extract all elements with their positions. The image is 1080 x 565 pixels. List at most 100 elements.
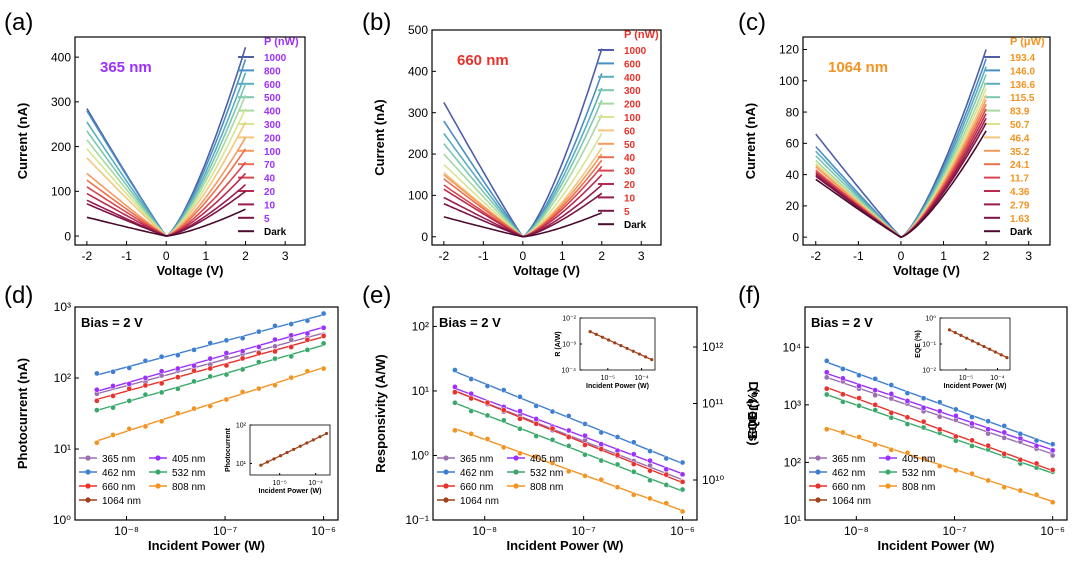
inset-data-point: [278, 454, 283, 458]
legend-marker: [885, 469, 891, 475]
y-tick-label: 400: [408, 65, 428, 79]
legend-label: 24.1: [1010, 160, 1030, 171]
data-point: [191, 346, 197, 353]
legend-label: 60: [624, 126, 636, 137]
legend-label: 193.4: [1010, 53, 1035, 64]
data-point: [239, 389, 246, 395]
y-axis-label: Current (nA): [15, 103, 30, 180]
data-point: [888, 391, 895, 397]
data-point: [872, 392, 879, 399]
panel-label: (f): [738, 282, 761, 309]
inset-data-point: [643, 355, 648, 359]
legend-marker: [443, 497, 449, 503]
legend-label: 660 nm: [460, 482, 493, 493]
data-point: [304, 368, 311, 375]
inset-x-axis-label: Incident Power (W): [944, 383, 1007, 390]
data-point: [191, 362, 197, 369]
data-point: [468, 390, 475, 397]
inset-data-point: [999, 353, 1003, 357]
legend-label: 405 nm: [902, 454, 935, 465]
panel-label: (a): [4, 9, 33, 36]
data-point: [598, 429, 605, 436]
inset-data-point: [625, 346, 629, 351]
legend-label: 200: [264, 133, 281, 144]
series-line: [86, 208, 246, 237]
data-point: [679, 508, 686, 515]
x-tick-label: 2: [598, 249, 605, 263]
legend-marker: [85, 483, 91, 489]
data-point: [126, 365, 133, 371]
data-point: [191, 405, 197, 412]
x-tick-label: 10⁻⁸: [472, 524, 497, 538]
legend-label: 100: [624, 113, 641, 124]
data-point: [174, 374, 181, 381]
y-tick-label: 100: [408, 189, 428, 203]
legend-marker: [815, 469, 821, 475]
data-point: [872, 401, 879, 408]
inset-data-point: [953, 331, 957, 335]
legend-label: 5: [624, 207, 630, 218]
data-point: [255, 359, 262, 366]
inset-data-point: [959, 333, 963, 338]
legend-marker: [513, 483, 519, 489]
data-point: [452, 427, 458, 434]
series-line: [443, 48, 603, 238]
data-point: [468, 395, 475, 402]
data-point: [239, 335, 246, 341]
data-point: [272, 343, 278, 350]
inset-x-tick-label: 10⁻⁵: [959, 375, 973, 382]
inset-data-point: [285, 450, 289, 455]
data-point: [663, 455, 670, 462]
data-point: [904, 398, 911, 404]
inset-y-axis-label: Photocurrent: [225, 427, 232, 472]
legend-marker: [155, 483, 161, 489]
legend-label: 462 nm: [460, 468, 493, 479]
data-point: [679, 459, 686, 466]
x-tick-label: 10⁻⁷: [213, 524, 237, 538]
series-line: [86, 137, 247, 237]
data-point: [94, 386, 100, 393]
data-point: [823, 391, 830, 398]
inset-data-point: [318, 435, 322, 439]
legend-marker: [443, 455, 449, 461]
y-tick-label: 400: [51, 50, 71, 64]
inset-data-point: [311, 438, 315, 442]
data-point: [142, 357, 149, 364]
data-point: [904, 450, 911, 456]
data-point: [468, 376, 475, 382]
series-line: [443, 73, 603, 238]
data-point: [142, 382, 149, 389]
data-point: [533, 403, 540, 409]
data-point: [823, 358, 830, 364]
y-tick-label: 10⁴: [782, 340, 801, 354]
data-point: [856, 383, 862, 389]
inset-data-point: [976, 342, 980, 346]
legend-label: 405 nm: [172, 454, 205, 465]
legend-label: 10: [624, 193, 636, 204]
data-point: [468, 408, 475, 414]
legend-label: 600: [264, 80, 281, 91]
legend-marker: [85, 469, 91, 475]
legend-label: 462 nm: [832, 468, 865, 479]
data-point: [872, 387, 879, 393]
y-tick-label: 500: [408, 23, 428, 37]
series-line: [443, 211, 603, 238]
data-point: [288, 321, 295, 327]
data-point: [158, 353, 165, 360]
data-point: [517, 393, 523, 400]
y-tick-label: 300: [408, 106, 428, 120]
legend-label: 600: [624, 59, 641, 70]
inset-y-tick-label: 10⁻³: [562, 341, 576, 348]
x-tick-label: 1: [559, 249, 566, 263]
data-point: [1049, 467, 1056, 473]
y-tick-label: 10²: [54, 371, 71, 385]
data-point: [320, 324, 327, 331]
data-point: [517, 425, 523, 432]
legend-label: 30: [624, 167, 636, 178]
data-point: [158, 389, 165, 396]
data-point: [158, 380, 165, 387]
legend-label: 1064 nm: [832, 496, 871, 507]
x-tick-label: 1: [940, 249, 947, 263]
data-point: [158, 418, 165, 425]
